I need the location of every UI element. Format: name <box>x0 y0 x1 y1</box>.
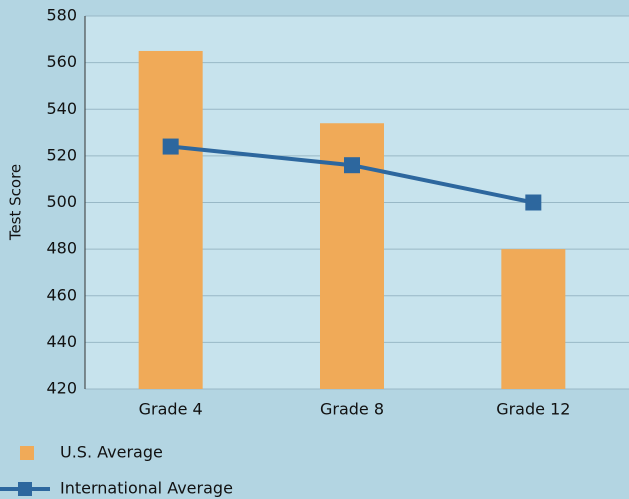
x-tick-label: Grade 12 <box>496 400 570 419</box>
x-tick-label: Grade 8 <box>320 400 384 419</box>
legend-label: International Average <box>60 479 233 498</box>
legend-swatch <box>20 446 34 460</box>
y-tick-label: 440 <box>46 332 77 351</box>
line-marker <box>525 194 542 211</box>
y-tick-label: 560 <box>46 52 77 71</box>
line-marker <box>162 138 179 155</box>
x-tick-label: Grade 4 <box>139 400 203 419</box>
legend-swatch <box>18 482 32 496</box>
y-tick-label: 580 <box>46 6 77 25</box>
y-axis-label: Test Score <box>7 164 25 241</box>
bar <box>501 249 566 389</box>
y-tick-label: 480 <box>46 239 77 258</box>
y-tick-label: 540 <box>46 99 77 118</box>
legend-label: U.S. Average <box>60 443 163 462</box>
y-tick-label: 420 <box>46 379 77 398</box>
y-tick-label: 520 <box>46 145 77 164</box>
line-marker <box>344 157 360 174</box>
bar <box>138 50 203 389</box>
y-tick-label: 500 <box>46 192 77 211</box>
y-tick-label: 460 <box>46 285 77 304</box>
